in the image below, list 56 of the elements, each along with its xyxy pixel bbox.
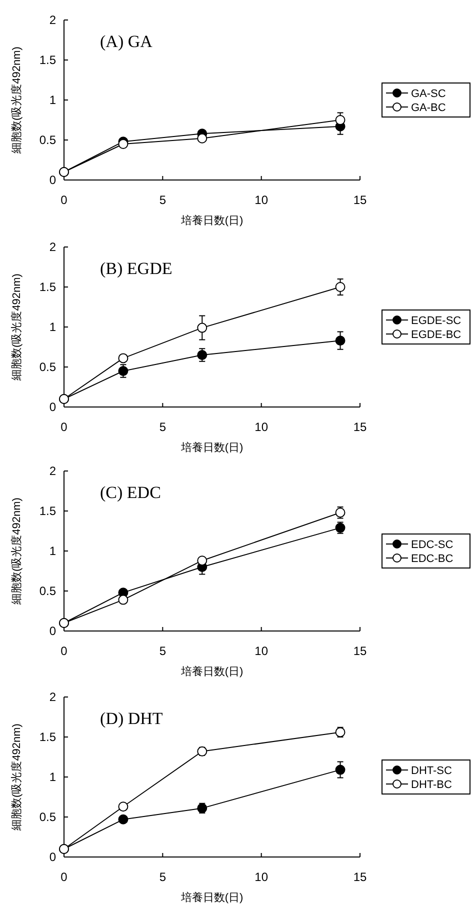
x-tick-label: 15: [353, 420, 367, 434]
y-tick-label: 0: [49, 624, 56, 638]
y-tick-label: 1: [49, 770, 56, 784]
y-tick-label: 1: [49, 320, 56, 334]
y-axis-title: 細胞数(吸光度492nm): [10, 46, 23, 154]
x-tick-label: 10: [254, 420, 268, 434]
y-axis-title: 細胞数(吸光度492nm): [10, 498, 23, 606]
legend-label: DHT-SC: [411, 765, 452, 777]
y-tick-label: 0: [49, 850, 56, 864]
x-tick-label: 10: [254, 870, 268, 884]
x-tick-label: 0: [60, 870, 68, 884]
x-tick-label: 5: [159, 644, 166, 658]
x-tick-label: 0: [60, 420, 68, 434]
y-tick-label: 0.5: [39, 133, 56, 147]
y-tick-label: 2: [49, 690, 56, 704]
x-tick-label: 10: [254, 193, 268, 207]
x-axis-title: 培養日数(日): [180, 891, 244, 904]
y-tick-label: 1.5: [39, 730, 56, 744]
y-axis-title: 細胞数(吸光度492nm): [10, 274, 23, 382]
text: (B) EGDE: [100, 259, 172, 278]
y-tick-label: 1: [49, 544, 56, 558]
legend-label: GA-BC: [411, 102, 446, 114]
y-tick-label: 1.5: [39, 53, 56, 67]
x-tick-label: 0: [60, 193, 68, 207]
y-tick-label: 1.5: [39, 504, 56, 518]
y-axis-title: 細胞数(吸光度492nm): [10, 724, 23, 832]
text: (D) DHT: [100, 709, 164, 728]
y-tick-label: 2: [49, 240, 56, 254]
y-tick-label: 0.5: [39, 810, 56, 824]
y-tick-label: 1: [49, 93, 56, 107]
y-tick-label: 0.5: [39, 584, 56, 598]
x-tick-label: 15: [353, 870, 367, 884]
x-axis-title: 培養日数(日): [180, 665, 244, 678]
x-tick-label: 5: [159, 420, 166, 434]
legend-label: DHT-BC: [411, 779, 452, 791]
x-tick-label: 0: [60, 644, 68, 658]
text: (C) EDC: [100, 483, 161, 502]
text: (A) GA: [100, 32, 154, 51]
y-tick-label: 0: [49, 173, 56, 187]
x-tick-label: 5: [159, 870, 166, 884]
x-axis-title: 培養日数(日): [180, 214, 244, 227]
legend-label: EGDE-SC: [411, 315, 462, 327]
legend-label: GA-SC: [411, 88, 446, 100]
y-tick-label: 2: [49, 464, 56, 478]
legend-label: EGDE-BC: [411, 329, 462, 341]
x-tick-label: 15: [353, 644, 367, 658]
y-tick-label: 0.5: [39, 360, 56, 374]
y-tick-label: 1.5: [39, 280, 56, 294]
y-tick-label: 2: [49, 13, 56, 27]
x-tick-label: 10: [254, 644, 268, 658]
x-axis-title: 培養日数(日): [180, 441, 244, 454]
y-tick-label: 0: [49, 400, 56, 414]
x-tick-label: 15: [353, 193, 367, 207]
legend-label: EDC-BC: [411, 553, 454, 565]
legend-label: EDC-SC: [411, 539, 454, 551]
x-tick-label: 5: [159, 193, 166, 207]
